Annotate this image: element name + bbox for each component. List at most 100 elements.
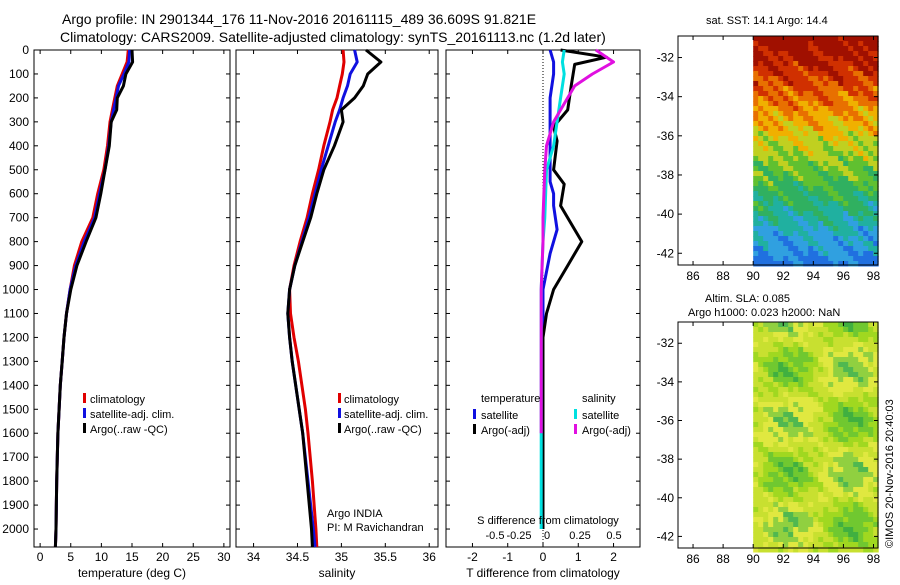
map-cell xyxy=(803,532,809,538)
map-cell xyxy=(833,81,839,87)
map-cell xyxy=(858,327,864,333)
map-cell xyxy=(793,532,799,538)
map-cell xyxy=(828,171,834,177)
map-cell xyxy=(813,507,819,513)
map-cell xyxy=(803,512,809,518)
map-cell xyxy=(873,191,879,197)
lat-tick-label: -32 xyxy=(657,336,675,350)
map-cell xyxy=(873,437,879,443)
map-cell xyxy=(838,46,844,52)
map-cell xyxy=(853,337,859,343)
map-cell xyxy=(793,387,799,393)
map-cell xyxy=(763,402,769,408)
map-cell xyxy=(843,136,849,142)
map-cell xyxy=(808,342,814,348)
depth-tick-label: 1000 xyxy=(2,283,29,297)
map-cell xyxy=(848,231,854,237)
map-cell xyxy=(763,507,769,513)
map-cell xyxy=(823,322,829,328)
map-cell xyxy=(763,96,769,102)
map-cell xyxy=(758,417,764,423)
map-cell xyxy=(833,91,839,97)
map-cell xyxy=(838,206,844,212)
map-cell xyxy=(828,191,834,197)
map-cell xyxy=(853,61,859,67)
map-cell xyxy=(773,236,779,242)
map-cell xyxy=(868,86,874,92)
map-cell xyxy=(828,547,834,553)
map-cell xyxy=(803,432,809,438)
map-cell xyxy=(793,507,799,513)
map-cell xyxy=(793,236,799,242)
map-cell xyxy=(793,41,799,47)
map-cell xyxy=(858,347,864,353)
map-cell xyxy=(848,487,854,493)
map-cell xyxy=(803,347,809,353)
map-cell xyxy=(853,332,859,338)
map-cell xyxy=(783,256,789,262)
map-cell xyxy=(828,347,834,353)
map-cell xyxy=(818,116,824,122)
map-cell xyxy=(793,261,799,267)
map-cell xyxy=(788,452,794,458)
map-cell xyxy=(873,116,879,122)
map-cell xyxy=(768,141,774,147)
map-cell xyxy=(753,537,759,543)
map-cell xyxy=(808,201,814,207)
map-cell xyxy=(873,492,879,498)
map-cell xyxy=(843,337,849,343)
map-cell xyxy=(873,482,879,488)
map-cell xyxy=(813,246,819,252)
map-cell xyxy=(803,111,809,117)
lon-tick-label: 94 xyxy=(807,552,821,566)
map-cell xyxy=(763,352,769,358)
map-cell xyxy=(848,91,854,97)
series-line-argo-raw-qc- xyxy=(286,48,383,548)
map-cell xyxy=(828,36,834,42)
map-cell xyxy=(818,402,824,408)
map-cell xyxy=(798,51,804,57)
map-cell xyxy=(788,41,794,47)
map-cell xyxy=(773,246,779,252)
map-cell xyxy=(803,447,809,453)
map-cell xyxy=(848,507,854,513)
map-cell xyxy=(838,166,844,172)
map-cell xyxy=(798,532,804,538)
map-cell xyxy=(803,166,809,172)
map-cell xyxy=(793,417,799,423)
map-cell xyxy=(863,352,869,358)
map-cell xyxy=(823,201,829,207)
map-cell xyxy=(863,392,869,398)
map-cell xyxy=(838,136,844,142)
map-cell xyxy=(768,96,774,102)
map-cell xyxy=(833,66,839,72)
legend-label: satellite-adj. clim. xyxy=(90,409,174,421)
legend-swatch xyxy=(574,409,577,419)
map-cell xyxy=(843,497,849,503)
map-cell xyxy=(753,532,759,538)
map-cell xyxy=(808,106,814,112)
map-cell xyxy=(813,542,819,548)
map-cell xyxy=(808,542,814,548)
map-cell xyxy=(868,347,874,353)
map-cell xyxy=(858,206,864,212)
map-cell xyxy=(763,141,769,147)
map-cell xyxy=(873,131,879,137)
map-cell xyxy=(873,502,879,508)
map-cell xyxy=(793,71,799,77)
x-tick-label: -2 xyxy=(467,550,478,564)
map-cell xyxy=(773,211,779,217)
map-cell xyxy=(773,542,779,548)
map-cell xyxy=(783,327,789,333)
map-cell xyxy=(818,246,824,252)
map-cell xyxy=(853,357,859,363)
map-cell xyxy=(813,161,819,167)
map-cell xyxy=(768,512,774,518)
map-cell xyxy=(828,76,834,82)
lat-tick-label: -36 xyxy=(657,129,675,143)
map-cell xyxy=(858,537,864,543)
map-cell xyxy=(758,347,764,353)
map-cell xyxy=(788,517,794,523)
map-cell xyxy=(858,507,864,513)
map-cell xyxy=(813,372,819,378)
